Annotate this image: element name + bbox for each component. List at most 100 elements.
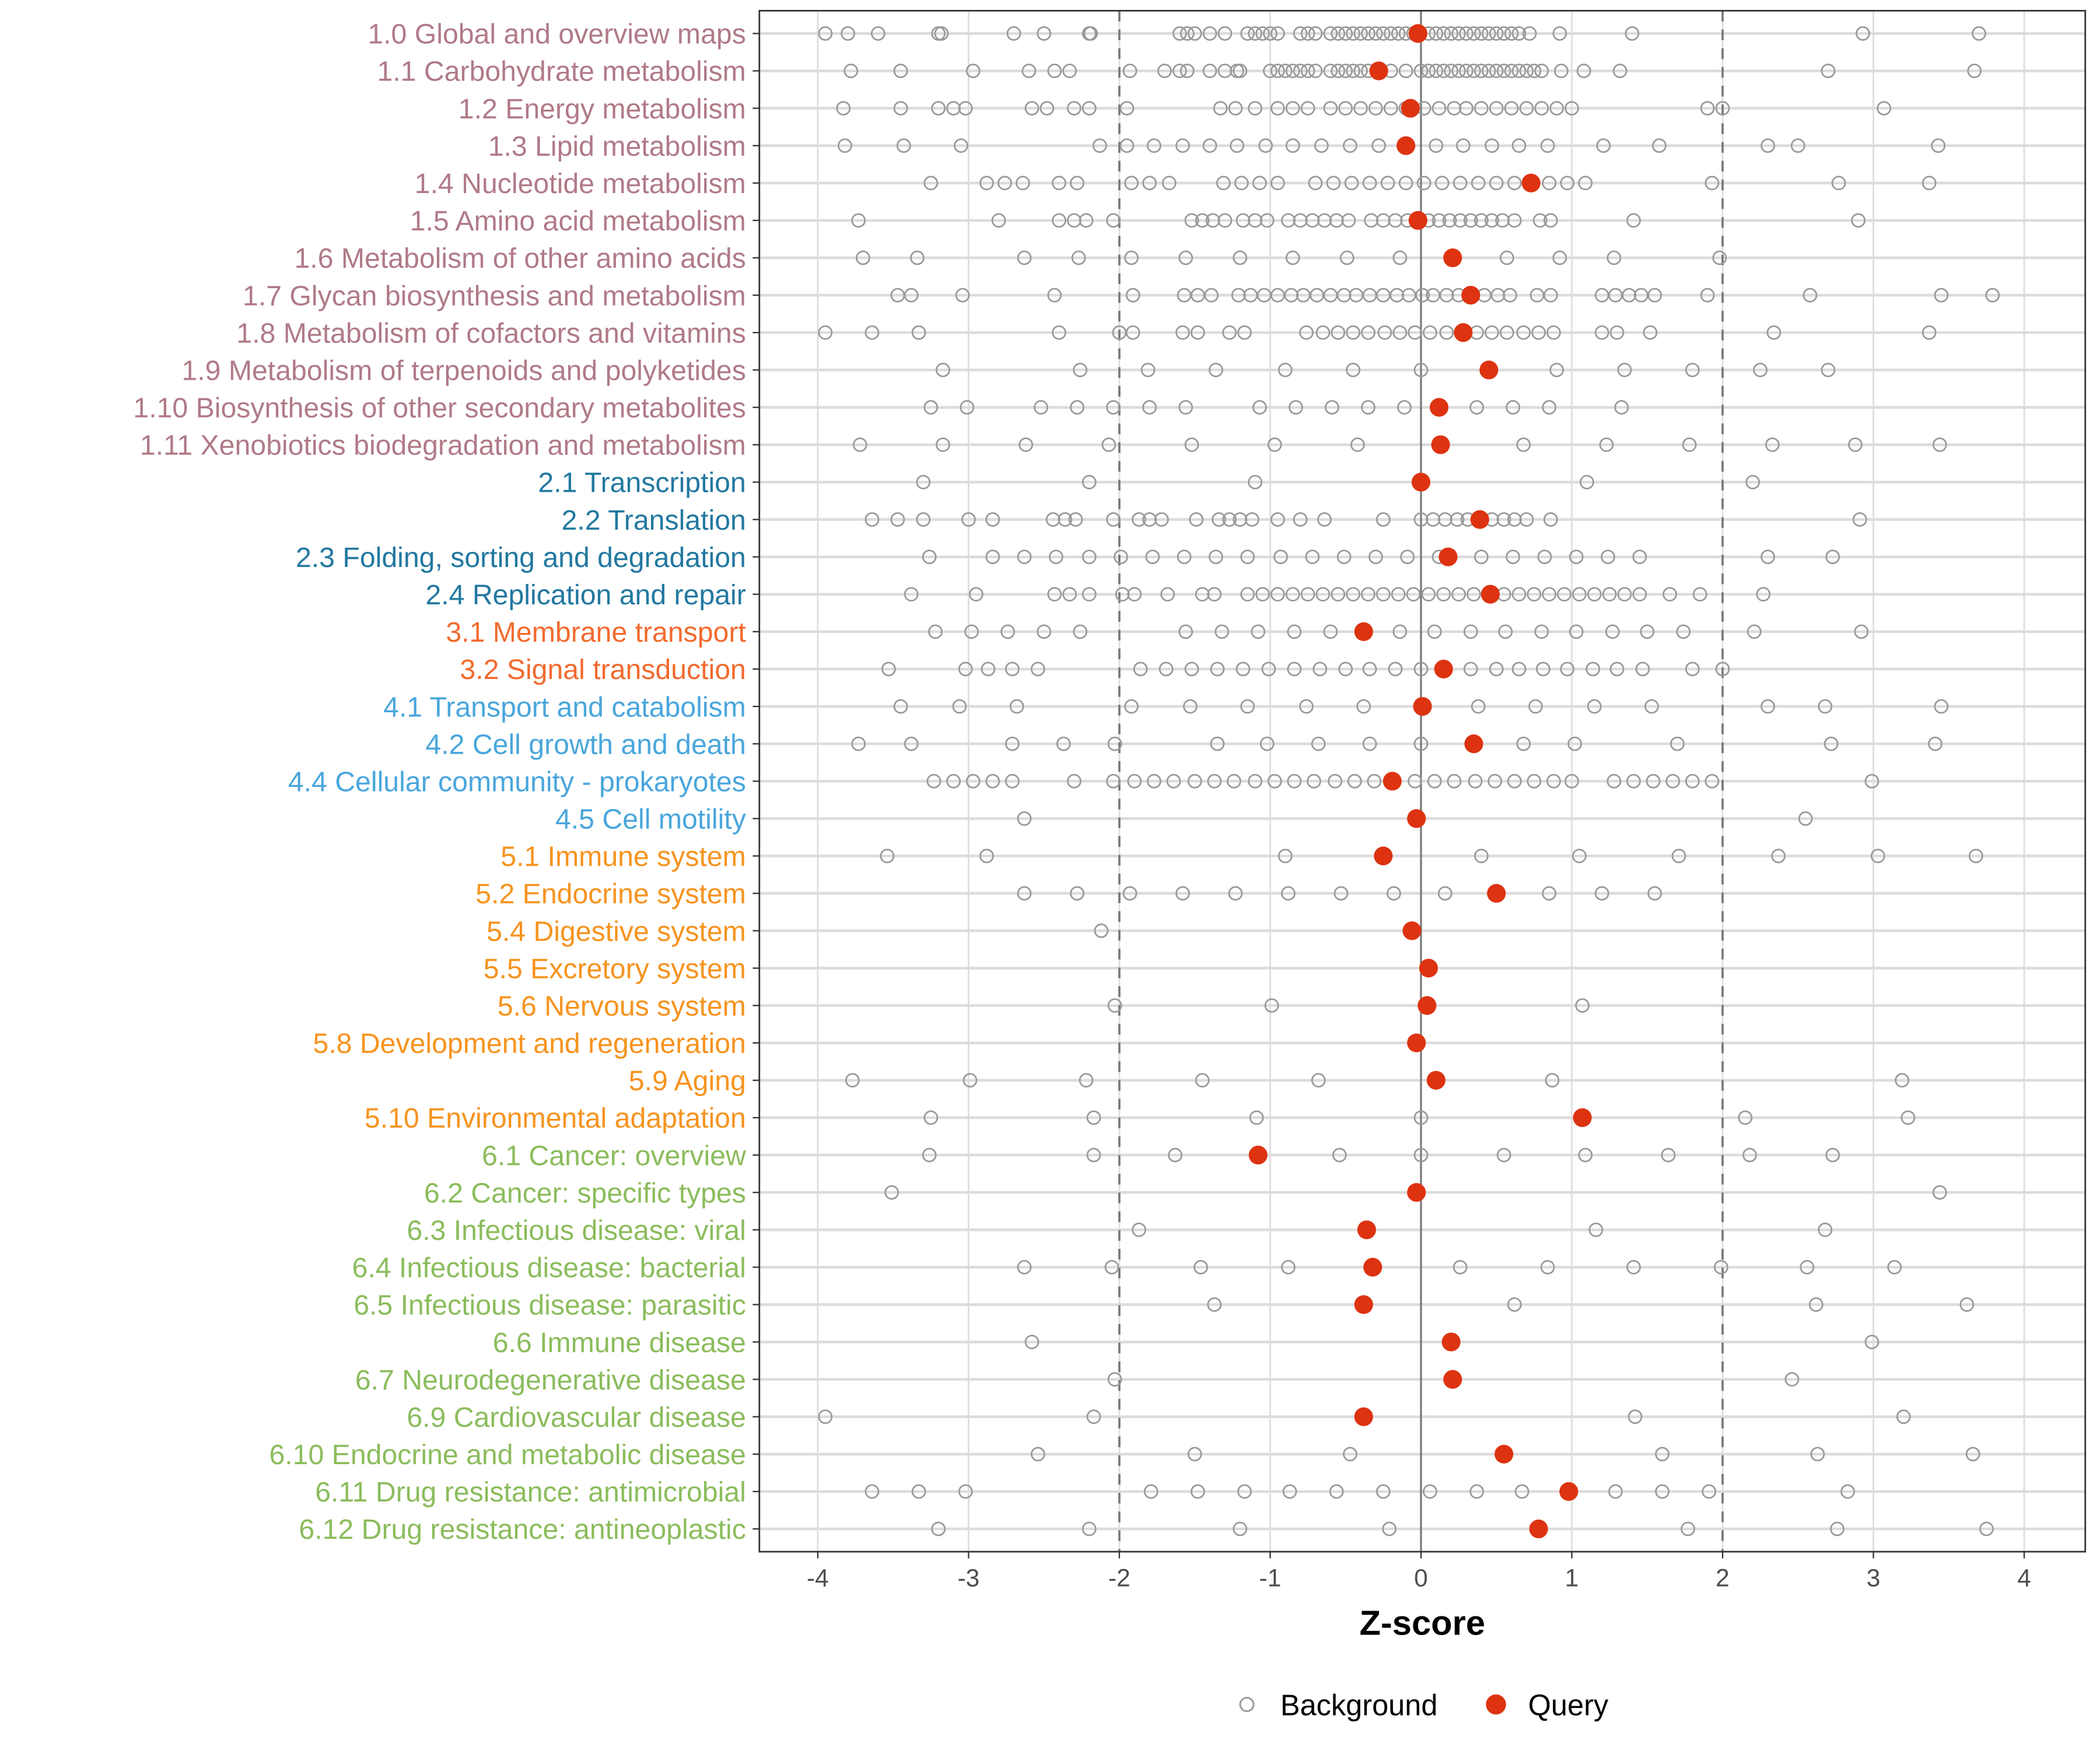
category-label: 1.8 Metabolism of cofactors and vitamins [236,317,746,349]
x-tick-label: 1 [1565,1565,1579,1592]
background-point [1184,662,1199,677]
background-point [1300,587,1315,602]
background-point [1377,325,1392,340]
category-label: 1.9 Metabolism of terpenoids and polyket… [181,355,746,386]
background-point [1643,325,1658,340]
background-point [1511,64,1527,78]
background-point [836,101,851,116]
background-point [1442,213,1457,228]
background-point [1270,64,1285,78]
background-point [1227,774,1241,789]
query-point [1431,435,1450,454]
query-point [1429,398,1449,417]
background-point [1746,624,1762,639]
background-point [1391,26,1406,41]
background-point [1928,736,1943,751]
background-point [1180,26,1195,41]
background-point [1281,886,1296,901]
background-point [946,774,961,789]
background-point [1481,64,1496,78]
background-point [1341,213,1356,228]
background-point [1511,138,1527,153]
background-point [864,512,880,527]
category-label: 6.2 Cancer: specific types [424,1177,746,1209]
background-point [1408,325,1423,340]
background-point [1270,512,1285,527]
background-point [1107,1372,1122,1387]
background-point [1347,774,1362,789]
background-point [1803,288,1818,303]
background-point [1436,64,1451,78]
category-label: 1.4 Nucleotide metabolism [415,168,746,200]
background-point [1338,26,1353,41]
background-point [1287,774,1302,789]
background-point [1334,886,1349,901]
background-point [1024,101,1040,116]
background-point [1413,64,1429,78]
background-point [960,400,975,415]
background-point [1124,176,1139,191]
background-point [1258,138,1273,153]
query-point [1407,1183,1426,1202]
background-point [1605,624,1620,639]
background-point [1300,101,1315,116]
background-point [1979,1521,1994,1536]
query-point [1479,360,1499,380]
background-point [1106,512,1121,527]
background-point [1516,736,1531,751]
background-point [851,736,866,751]
background-point [1251,624,1266,639]
background-point [1398,176,1413,191]
background-point [1273,550,1288,565]
background-point [1742,1147,1757,1163]
background-point [1760,699,1775,714]
background-point [1132,512,1146,527]
y-axis: 1.0 Global and overview maps 1.1 Carbohyd… [133,19,760,1545]
background-point [985,512,1000,527]
background-point [1146,138,1161,153]
background-point [1175,886,1190,901]
background-point [1329,1484,1344,1499]
background-point [1413,1147,1429,1163]
background-point [1818,1222,1833,1237]
category-label: 5.1 Immune system [501,841,746,873]
background-point [870,26,886,41]
background-point [1210,736,1225,751]
background-point [1398,64,1413,78]
background-point [904,736,919,751]
background-point [968,587,984,602]
background-point [1368,101,1383,116]
background-point [1451,587,1466,602]
query-point [1454,323,1473,342]
query-point [1408,211,1427,230]
background-point [1965,1447,1980,1462]
background-point [1931,138,1946,153]
background-point [1094,923,1109,938]
background-point [1278,848,1293,863]
background-point [1423,1484,1437,1499]
background-point [1240,550,1255,565]
data-points [818,24,2000,1539]
background-point [1499,325,1514,340]
background-point [1308,26,1323,41]
x-tick-label: 0 [1414,1565,1428,1592]
query-point [1434,659,1453,679]
background-point [1252,176,1267,191]
background-point [1587,587,1602,602]
background-point [896,138,911,153]
background-point [1073,362,1088,377]
query-point [1441,1332,1461,1352]
background-point [1187,26,1202,41]
background-point [931,101,946,116]
background-point [1549,101,1564,116]
background-point [1922,176,1937,191]
background-point [1714,1259,1728,1275]
background-point [1579,475,1594,489]
category-label: 2.2 Translation [562,505,746,536]
background-point [1368,26,1383,41]
background-point [955,288,970,303]
category-label: 1.1 Carbohydrate metabolism [377,56,746,88]
background-point [1037,26,1052,41]
background-point [1178,624,1194,639]
background-point [1388,662,1403,677]
